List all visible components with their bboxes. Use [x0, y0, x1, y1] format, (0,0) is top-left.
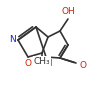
Text: O: O [80, 62, 87, 70]
Text: NH: NH [39, 59, 53, 69]
Text: OH: OH [61, 7, 75, 16]
Text: O: O [25, 59, 32, 69]
Text: N: N [9, 36, 15, 45]
Text: CH₃: CH₃ [34, 57, 50, 66]
